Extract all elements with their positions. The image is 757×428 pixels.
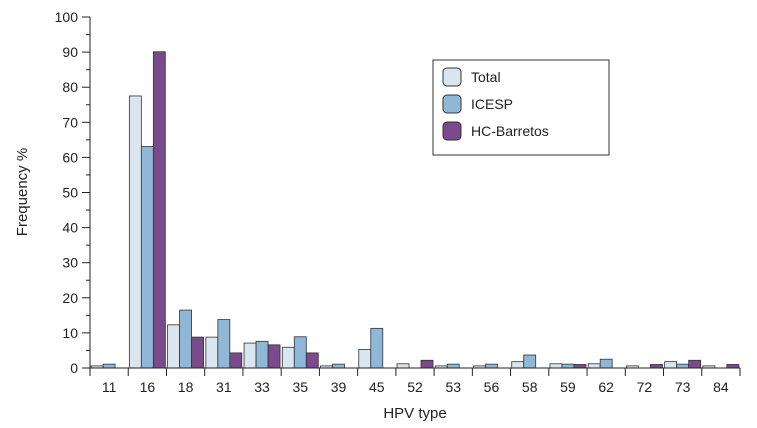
bar-icesp-73 <box>676 363 690 369</box>
bar-icesp-33 <box>255 340 269 369</box>
bar-total-58 <box>511 361 525 369</box>
bar-icesp-39 <box>332 363 345 369</box>
x-tick-label-11: 11 <box>102 379 117 395</box>
bar-hc-barretos-84 <box>726 364 740 369</box>
x-axis-title: HPV type <box>383 405 446 422</box>
bar-hc-barretos-33 <box>267 344 281 369</box>
bar-hc-barretos-52 <box>420 359 434 369</box>
x-tick-label-62: 62 <box>598 379 614 395</box>
bar-total-35 <box>281 346 295 369</box>
legend-swatch-total <box>442 67 462 87</box>
y-tick-label-70: 70 <box>62 114 78 130</box>
x-tick-label-39: 39 <box>331 379 347 395</box>
bar-icesp-56 <box>485 363 498 369</box>
x-tick-label-56: 56 <box>484 379 500 395</box>
bar-total-45 <box>358 348 372 369</box>
bar-hc-barretos-59 <box>573 364 587 369</box>
bar-total-31 <box>205 336 219 369</box>
x-tick-label-84: 84 <box>713 379 729 395</box>
legend-swatch-hc-barretos <box>442 121 462 141</box>
y-tick-label-20: 20 <box>62 290 78 306</box>
x-tick-label-53: 53 <box>445 379 461 395</box>
y-tick-label-50: 50 <box>62 185 78 201</box>
bar-icesp-58 <box>523 354 537 369</box>
x-tick-label-52: 52 <box>407 379 423 395</box>
bar-icesp-16 <box>140 146 154 369</box>
x-tick-label-18: 18 <box>178 379 194 395</box>
bar-hc-barretos-18 <box>191 336 204 369</box>
legend-label-icesp: ICESP <box>471 96 513 112</box>
bar-hc-barretos-16 <box>152 51 166 369</box>
bar-icesp-62 <box>599 358 613 369</box>
y-tick-label-0: 0 <box>70 360 78 376</box>
legend-box <box>432 59 610 156</box>
y-tick-label-60: 60 <box>62 149 78 165</box>
bar-total-73 <box>664 361 678 369</box>
bar-icesp-11 <box>102 363 116 369</box>
legend-label-total: Total <box>471 69 501 85</box>
bar-total-33 <box>243 342 257 369</box>
bars-group <box>90 51 740 369</box>
bar-icesp-18 <box>179 309 192 369</box>
bar-icesp-31 <box>217 319 231 369</box>
x-tick-label-59: 59 <box>560 379 576 395</box>
bar-icesp-59 <box>561 363 575 369</box>
bar-total-52 <box>396 363 410 369</box>
x-tick-label-72: 72 <box>637 379 653 395</box>
bar-total-18 <box>167 324 180 369</box>
x-tick-label-45: 45 <box>369 379 385 395</box>
x-tick-label-31: 31 <box>216 379 232 395</box>
legend-label-hc-barretos: HC-Barretos <box>471 123 549 139</box>
axes-group: 0 10 20 30 40 50 60 70 80 90 100 11 16 18 31 33 35 39 45 52… <box>55 9 741 395</box>
y-tick-label-80: 80 <box>62 79 78 95</box>
bar-icesp-35 <box>293 336 307 369</box>
bar-icesp-53 <box>446 363 460 369</box>
bar-hc-barretos-31 <box>229 352 243 369</box>
y-tick-label-10: 10 <box>62 325 78 341</box>
x-tick-label-73: 73 <box>675 379 691 395</box>
bar-hc-barretos-35 <box>305 352 319 369</box>
y-tick-label-30: 30 <box>62 255 78 271</box>
legend-swatch-icesp <box>442 94 462 114</box>
bar-total-62 <box>587 363 601 369</box>
y-tick-label-40: 40 <box>62 220 78 236</box>
x-tick-label-16: 16 <box>140 379 156 395</box>
y-tick-label-100: 100 <box>55 9 79 25</box>
legend: Total ICESP HC-Barretos <box>432 59 610 156</box>
x-tick-label-58: 58 <box>522 379 538 395</box>
x-tick-label-33: 33 <box>254 379 270 395</box>
bar-total-16 <box>128 95 142 369</box>
y-axis-title: Frequency % <box>14 148 31 236</box>
bar-hc-barretos-73 <box>688 359 702 369</box>
x-tick-label-35: 35 <box>293 379 309 395</box>
bar-icesp-45 <box>370 327 384 369</box>
bar-total-59 <box>549 363 563 369</box>
y-tick-label-90: 90 <box>62 44 78 60</box>
bar-hc-barretos-72 <box>650 364 663 369</box>
